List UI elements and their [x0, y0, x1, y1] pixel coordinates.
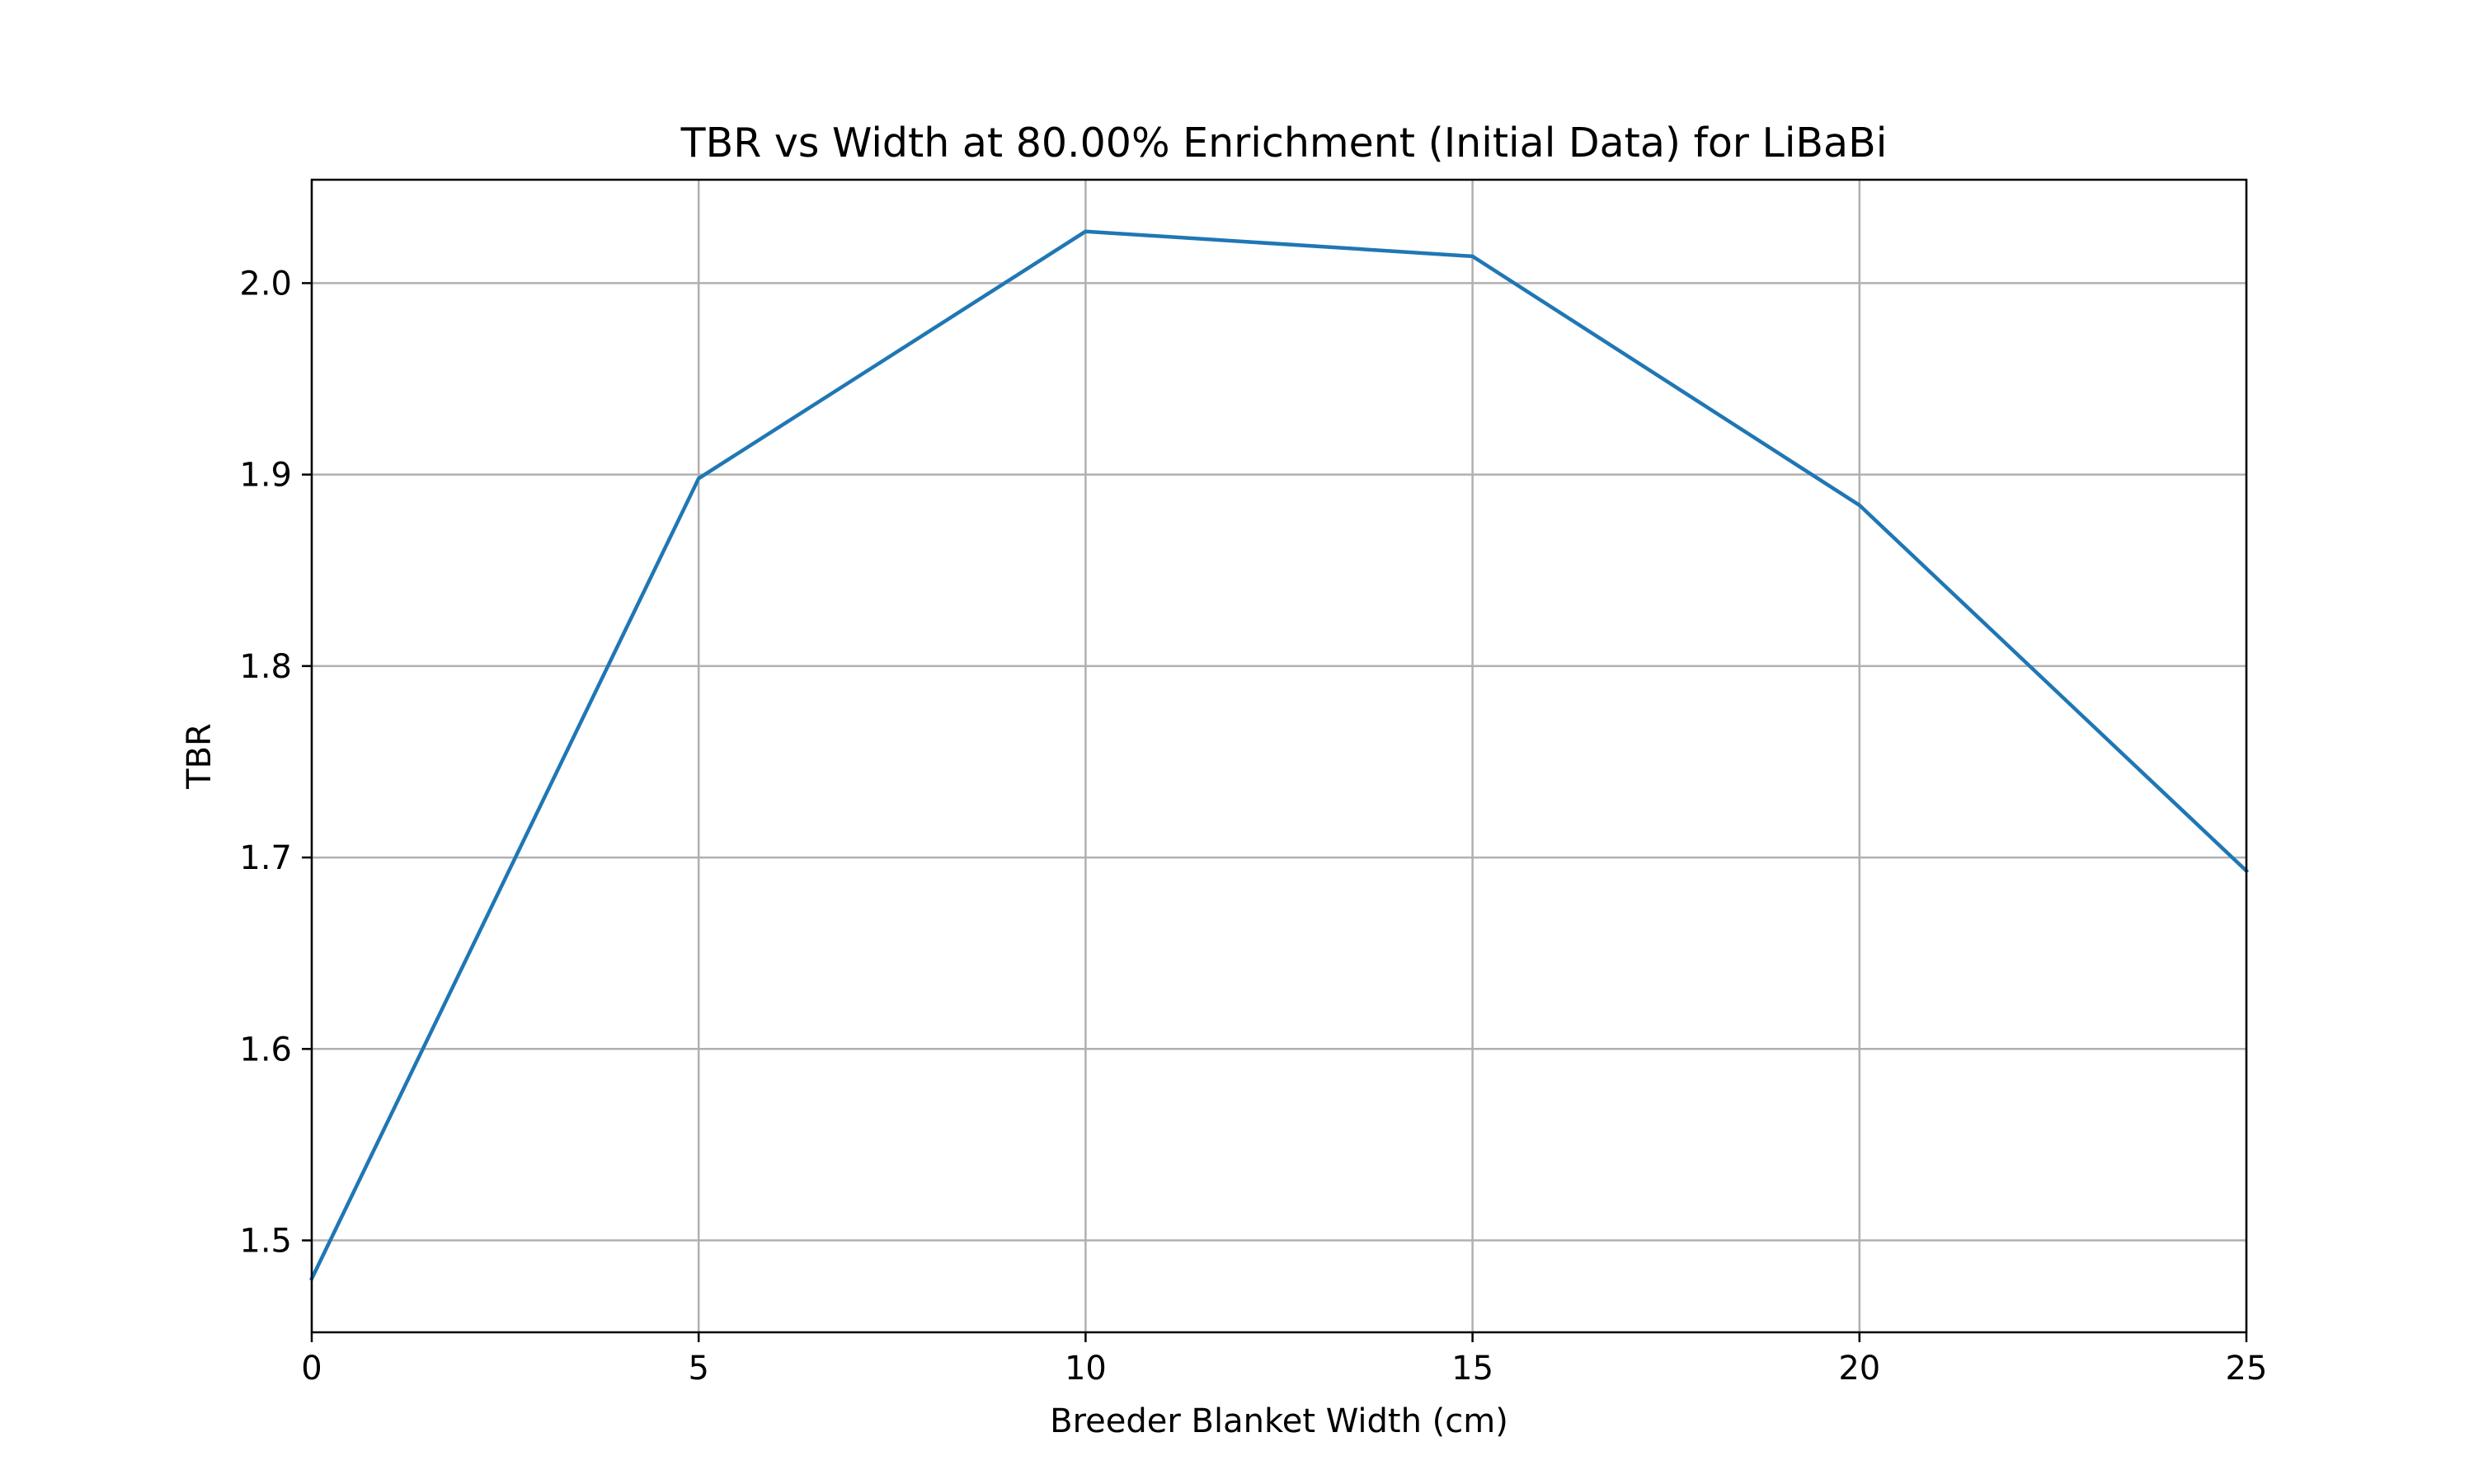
plot-frame [310, 178, 2248, 1334]
x-tick-label: 15 [1451, 1350, 1493, 1388]
grid-lines [310, 180, 2248, 1332]
y-tick-label: 2.0 [239, 265, 292, 303]
y-axis-label: TBR [181, 723, 219, 790]
x-tick-label: 10 [1065, 1350, 1107, 1388]
plot-background [312, 180, 2246, 1332]
x-tick-label: 5 [688, 1350, 708, 1388]
plot-area: 0 5 10 15 20 25 1.5 1.6 1.7 1.8 1.9 2.0 [239, 178, 2267, 1388]
chart-title: TBR vs Width at 80.00% Enrichment (Initi… [680, 120, 1888, 167]
series-line [308, 229, 2250, 1282]
x-tick-label: 25 [2226, 1350, 2268, 1388]
y-tick-label: 1.7 [239, 839, 292, 877]
tick-labels: 0 5 10 15 20 25 1.5 1.6 1.7 1.8 1.9 2.0 [239, 265, 2267, 1388]
x-axis-label: Breeder Blanket Width (cm) [1050, 1402, 1508, 1440]
y-tick-label: 1.9 [239, 457, 292, 495]
x-tick-label: 20 [1838, 1350, 1880, 1388]
y-tick-label: 1.6 [239, 1031, 292, 1068]
tick-marks [302, 282, 2248, 1342]
x-tick-label: 0 [301, 1350, 322, 1388]
y-tick-label: 1.5 [239, 1223, 292, 1261]
y-tick-label: 1.8 [239, 648, 292, 686]
